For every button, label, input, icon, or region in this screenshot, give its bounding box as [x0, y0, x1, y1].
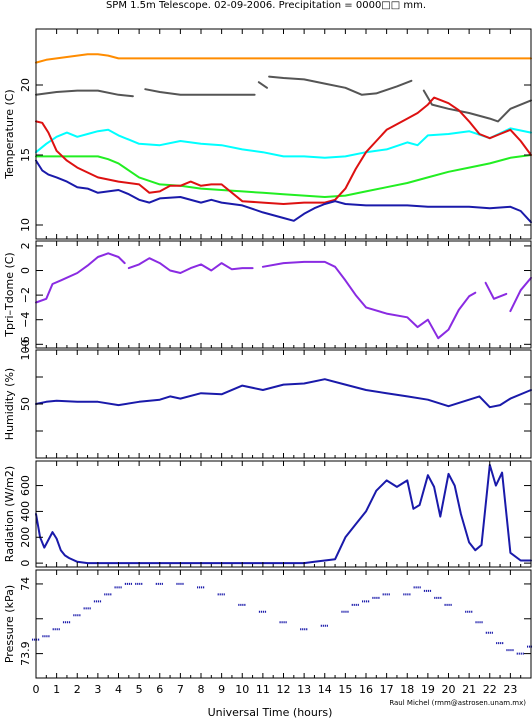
- pressure-ytick-label: 73.9: [19, 641, 32, 666]
- tpri-tdome-ytick-label: 2: [19, 242, 32, 249]
- x-axis-label: Universal Time (hours): [208, 706, 333, 719]
- x-tick-label: 15: [338, 683, 352, 696]
- temperature-series-line: [35, 96, 532, 205]
- pressure-frame: [35, 569, 532, 679]
- temperature-ytick-label: 10: [19, 218, 32, 232]
- tpri-tdome-series-line: [127, 257, 254, 274]
- tpri-tdome-series-line: [261, 260, 477, 340]
- x-tick-label: 5: [136, 683, 143, 696]
- x-tick-label: 14: [318, 683, 332, 696]
- radiation-ylabel: Radiation (W/m2): [3, 466, 16, 562]
- x-tick-label: 1: [53, 683, 60, 696]
- credit-text: Raul Michel (rmm@astrosen.unam.mx): [389, 699, 526, 707]
- radiation-ytick-label: 0: [19, 560, 32, 567]
- temperature-ytick-label: 20: [19, 78, 32, 92]
- x-tick-label: 10: [235, 683, 249, 696]
- x-tick-label: 19: [421, 683, 435, 696]
- temperature-series-line: [422, 89, 532, 123]
- tpri-tdome-ytick-label: −4: [19, 312, 32, 328]
- x-tick-label: 17: [380, 683, 394, 696]
- x-tick-label: 0: [33, 683, 40, 696]
- x-tick-label: 9: [218, 683, 225, 696]
- humidity-ytick-label: 50: [19, 397, 32, 411]
- radiation-ytick-label: 400: [19, 501, 32, 522]
- radiation-series-line: [35, 463, 532, 565]
- x-tick-label: 23: [503, 683, 517, 696]
- tpri-tdome-frame: [35, 240, 532, 349]
- x-tick-label: 11: [256, 683, 270, 696]
- tpri-tdome-series-line: [509, 276, 532, 313]
- temperature-ylabel: Temperature (C): [3, 89, 16, 179]
- radiation-ytick-label: 600: [19, 475, 32, 496]
- temperature-series-line: [257, 81, 268, 89]
- x-tick-label: 3: [94, 683, 101, 696]
- pressure-ytick-label: 74: [19, 577, 32, 591]
- x-tick-label: 21: [462, 683, 476, 696]
- temperature-series-line: [144, 88, 256, 96]
- temperature-series-line: [35, 159, 532, 224]
- x-tick-label: 4: [115, 683, 122, 696]
- x-tick-label: 6: [156, 683, 163, 696]
- humidity-series-line: [35, 378, 532, 409]
- temperature-ytick-label: 15: [19, 148, 32, 162]
- radiation-ytick-label: 200: [19, 527, 32, 548]
- tpri-tdome-ytick-label: 0: [19, 267, 32, 274]
- pressure-ylabel: Pressure (kPa): [3, 585, 16, 663]
- chart-title: SPM 1.5m Telescope. 02-09-2006. Precipit…: [106, 0, 426, 11]
- tpri-tdome-ytick-label: −2: [19, 287, 32, 303]
- tpri-tdome-series-line: [35, 252, 126, 304]
- radiation-frame: [35, 460, 532, 568]
- x-tick-label: 8: [198, 683, 205, 696]
- tpri-tdome-ylabel: Tpri–Tdome (C): [3, 252, 16, 337]
- x-tick-label: 18: [400, 683, 414, 696]
- tpri-tdome-ytick-label: −6: [19, 336, 32, 352]
- temperature-series-line: [35, 53, 532, 64]
- x-tick-label: 22: [483, 683, 497, 696]
- x-tick-label: 7: [177, 683, 184, 696]
- temperature-series-line: [35, 127, 532, 159]
- x-tick-label: 12: [277, 683, 291, 696]
- x-tick-label: 2: [74, 683, 81, 696]
- x-tick-label: 20: [442, 683, 456, 696]
- temperature-series-line: [268, 75, 413, 96]
- temperature-series-line: [35, 154, 532, 198]
- temperature-series-line: [35, 89, 134, 98]
- x-tick-label: 13: [297, 683, 311, 696]
- humidity-ylabel: Humidity (%): [3, 368, 16, 440]
- x-tick-label: 16: [359, 683, 373, 696]
- tpri-tdome-series-line: [484, 281, 508, 300]
- humidity-ytick-label: 100: [19, 340, 32, 361]
